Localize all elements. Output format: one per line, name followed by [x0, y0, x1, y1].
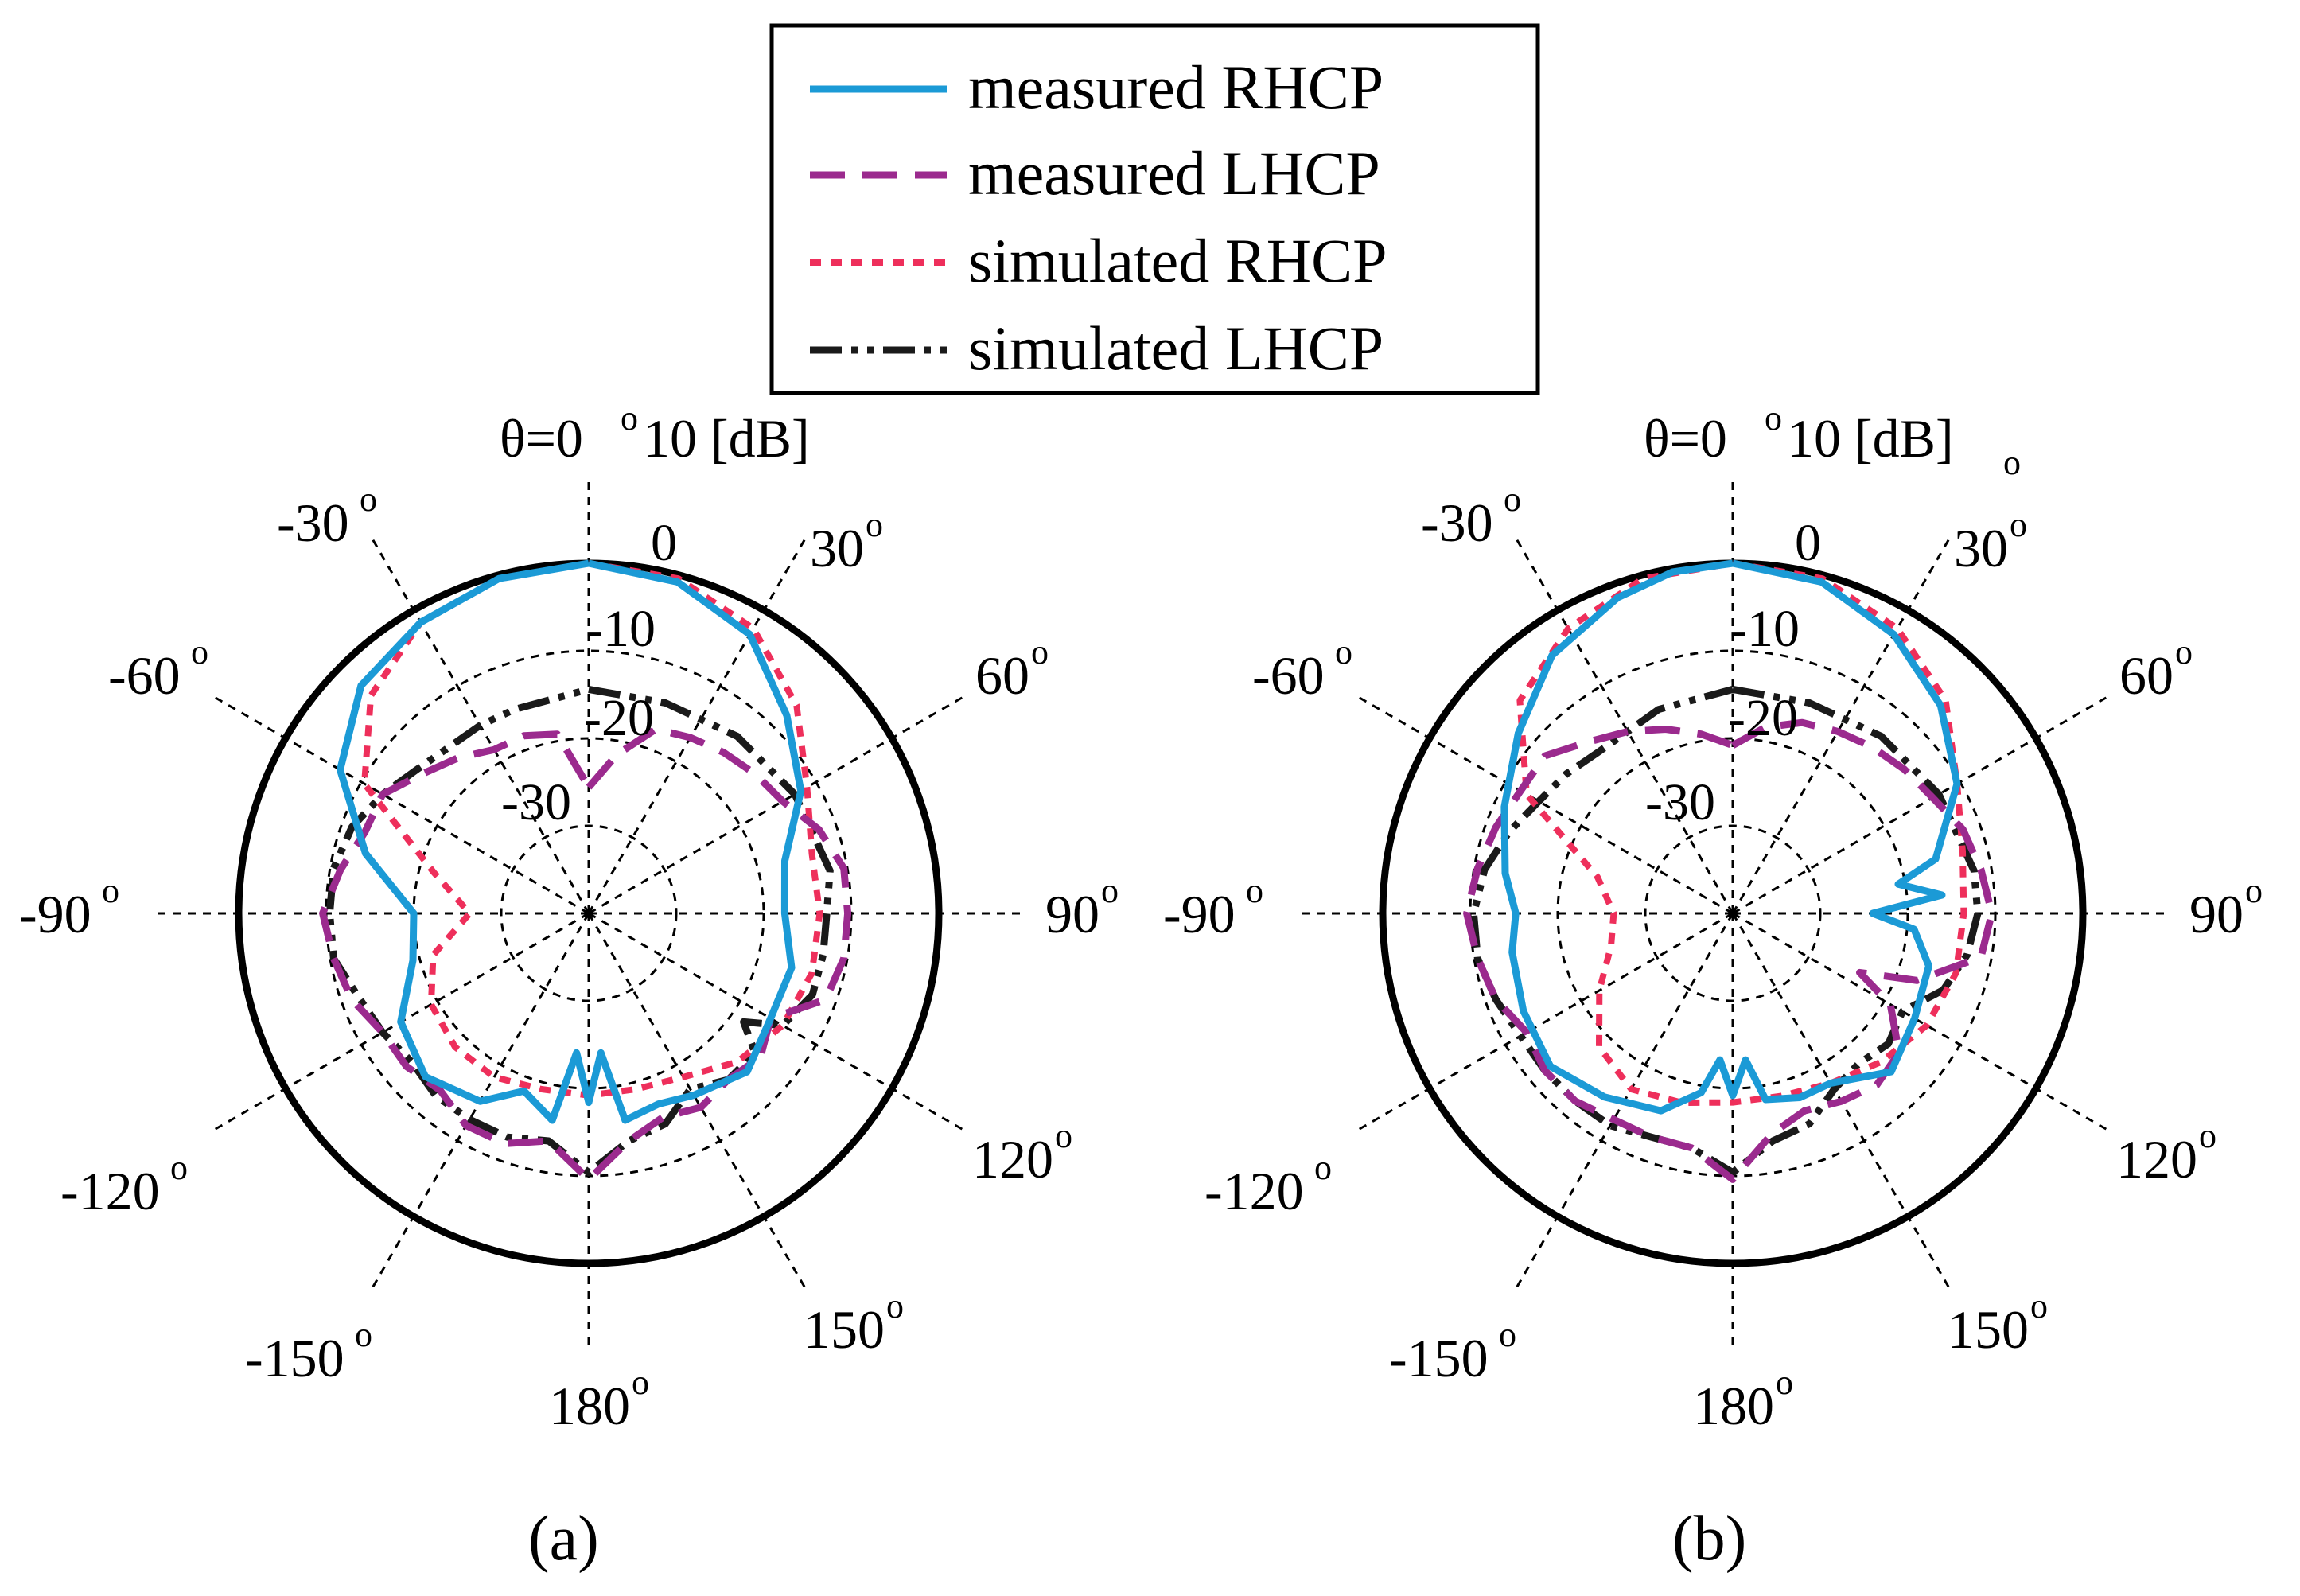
labels-b: θ=0 o 10 [dB] o 30 o 60 o 90 o 120 o 150… — [1163, 399, 2263, 1574]
tick-minus-60: -60 — [1252, 645, 1325, 706]
degree-mark: o — [1776, 1363, 1793, 1402]
grid-spoke — [1732, 912, 2112, 1134]
tick-60: 60 — [2119, 645, 2174, 706]
degree-mark: o — [1101, 871, 1119, 910]
degree-mark: o — [355, 1315, 372, 1354]
grid-spoke — [587, 534, 809, 914]
degree-mark: o — [2175, 633, 2193, 671]
tick-minus-30: -30 — [277, 492, 349, 553]
tick-minus-90: -90 — [19, 884, 91, 944]
legend-entry-measured-rhcp: measured RHCP — [810, 53, 1384, 122]
trace-simulated-lhcp — [325, 685, 834, 1177]
tick-150: 150 — [1948, 1299, 2029, 1360]
traces-a — [319, 559, 852, 1183]
tick-30: 30 — [810, 518, 864, 578]
degree-mark: o — [1499, 1315, 1516, 1354]
tick-minus-150: -150 — [245, 1328, 344, 1388]
tick-180: 180 — [549, 1376, 630, 1436]
ring-label-minus-10: -10 — [586, 600, 656, 658]
legend-entry-simulated-rhcp: simulated RHCP — [810, 226, 1387, 295]
unit-label: 10 [dB] — [1787, 408, 1954, 469]
grid-spoke — [588, 693, 968, 915]
degree-mark: o — [2245, 871, 2263, 910]
ring-label-0: 0 — [1795, 514, 1821, 572]
legend-label: simulated RHCP — [968, 226, 1387, 295]
grid-spoke — [1732, 693, 2112, 915]
tick-minus-30: -30 — [1421, 492, 1493, 553]
degree-mark: o — [632, 1363, 649, 1402]
degree-mark: o — [1031, 633, 1049, 671]
ring-label-minus-10: -10 — [1730, 600, 1800, 658]
tick-120: 120 — [972, 1129, 1053, 1189]
grid-ring — [1644, 824, 1822, 1002]
tick-90: 90 — [1045, 884, 1099, 944]
grid-spoke — [1353, 693, 1734, 915]
degree-mark: o — [2030, 1287, 2048, 1325]
grid-spoke — [1512, 534, 1734, 914]
ring-label-minus-20: -20 — [584, 689, 654, 747]
degree-mark: o — [1055, 1116, 1072, 1155]
grid-spoke — [209, 693, 590, 915]
trace-measured-lhcp — [1463, 718, 1996, 1183]
legend-entry-simulated-lhcp: simulated LHCP — [810, 313, 1384, 383]
labels-a: θ=0 o 10 [dB] 30 o 60 o 90 o 120 o 150 o… — [19, 399, 1119, 1574]
degree-mark: o — [102, 871, 119, 910]
grid-ring — [500, 824, 678, 1002]
unit-label: 10 [dB] — [643, 408, 810, 469]
trace-measured-rhcp — [1500, 559, 1961, 1115]
degree-mark: o — [886, 1287, 904, 1325]
ring-label-minus-20: -20 — [1728, 689, 1798, 747]
legend: measured RHCP measured LHCP simulated RH… — [769, 23, 1540, 395]
tick-60: 60 — [975, 645, 1029, 706]
degree-mark: o — [1504, 480, 1521, 519]
ring-label-minus-30: -30 — [501, 773, 571, 831]
top-label: θ=0 — [1644, 408, 1727, 469]
ring-label-minus-30: -30 — [1645, 773, 1715, 831]
tick-minus-120: -120 — [60, 1161, 160, 1221]
degree-mark: o — [360, 480, 377, 519]
degree-mark: o — [621, 399, 638, 438]
tick-minus-90: -90 — [1163, 884, 1236, 944]
grid-spoke — [1353, 912, 1734, 1134]
grid-spoke — [588, 912, 968, 1134]
polar-panel-a: θ=0 o 10 [dB] 30 o 60 o 90 o 120 o 150 o… — [19, 399, 1119, 1574]
legend-label: simulated LHCP — [968, 313, 1384, 383]
degree-mark: o — [1335, 633, 1352, 671]
tick-90: 90 — [2189, 884, 2244, 944]
tick-150: 150 — [804, 1299, 885, 1360]
degree-mark: o — [170, 1148, 188, 1187]
tick-minus-120: -120 — [1204, 1161, 1304, 1221]
trace-measured-rhcp — [337, 559, 805, 1124]
legend-entry-measured-lhcp: measured LHCP — [810, 138, 1380, 208]
degree-mark: o — [2199, 1116, 2216, 1155]
tick-120: 120 — [2116, 1129, 2197, 1189]
tick-minus-60: -60 — [108, 645, 181, 706]
legend-label: measured LHCP — [968, 138, 1380, 208]
top-label: θ=0 — [500, 408, 583, 469]
tick-30: 30 — [1954, 518, 2008, 578]
trace-simulated-lhcp — [1469, 685, 1982, 1177]
panel-caption: (b) — [1672, 1504, 1746, 1574]
legend-label: measured RHCP — [968, 53, 1384, 122]
tick-minus-150: -150 — [1389, 1328, 1489, 1388]
panel-caption: (a) — [528, 1504, 599, 1574]
degree-mark: o — [1314, 1148, 1332, 1187]
grid-spoke — [587, 913, 809, 1293]
unit-trailing-mark: o — [2003, 443, 2021, 482]
degree-mark: o — [866, 505, 883, 544]
grid-spoke — [1731, 534, 1953, 914]
tick-180: 180 — [1693, 1376, 1774, 1436]
degree-mark: o — [2010, 505, 2027, 544]
trace-measured-lhcp — [319, 726, 852, 1183]
degree-mark: o — [1765, 399, 1782, 438]
polar-panel-b: θ=0 o 10 [dB] o 30 o 60 o 90 o 120 o 150… — [1163, 399, 2263, 1574]
traces-b — [1463, 559, 1996, 1183]
degree-mark: o — [191, 633, 208, 671]
ring-label-0: 0 — [651, 514, 677, 572]
degree-mark: o — [1246, 871, 1263, 910]
